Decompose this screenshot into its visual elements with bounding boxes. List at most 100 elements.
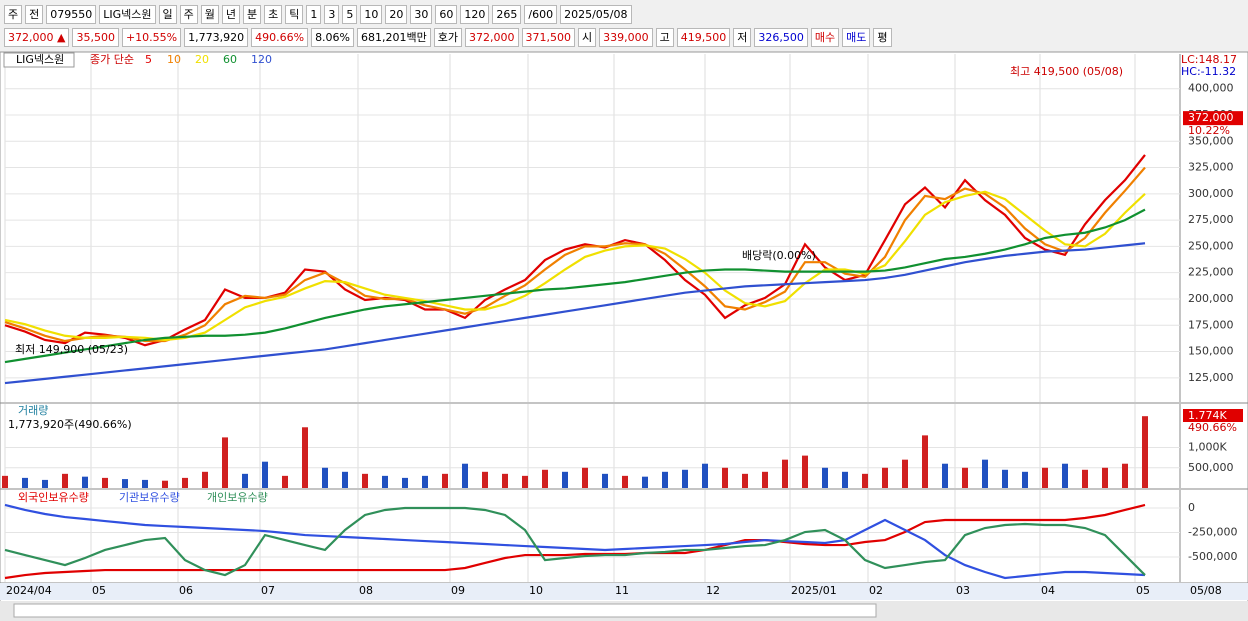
x-tick-label: 12: [706, 584, 720, 597]
toolbar-button[interactable]: 전: [25, 4, 44, 24]
scroll-track[interactable]: [13, 603, 877, 618]
quote-field: 평: [873, 27, 892, 47]
toolbar-button[interactable]: LIG넥스원: [99, 4, 156, 24]
toolbar-button[interactable]: 079550: [46, 4, 97, 24]
volume-bar: [822, 467, 828, 488]
volume-bar: [42, 479, 48, 488]
chart-subtitle: 종가 단순: [90, 53, 134, 66]
last-volume-label: 1.774K: [1188, 409, 1227, 422]
volume-bar: [582, 467, 588, 488]
volume-bar: [182, 477, 188, 488]
volume-bar: [802, 455, 808, 488]
quote-field: 1,773,920: [184, 27, 249, 47]
volume-bar: [562, 471, 568, 488]
volume-bar: [742, 473, 748, 488]
volume-bar: [1102, 467, 1108, 488]
toolbar-button[interactable]: 265: [492, 4, 522, 24]
volume-bar: [2, 475, 8, 488]
x-tick-label: 11: [615, 584, 629, 597]
toolbar: 주 전 079550 LIG넥스원 일 주 월 년 분 초 틱 1 3 5 10 20 30 60 120 265/6…: [0, 0, 1248, 50]
annotation: 배당락(0.00%): [742, 249, 816, 262]
toolbar-button[interactable]: 20: [385, 4, 408, 24]
volume-bar: [1142, 416, 1148, 488]
annotation: 최저 149,900 (05/23): [15, 343, 128, 356]
volume-bar: [22, 477, 28, 488]
volume-bar: [362, 473, 368, 488]
toolbar-button[interactable]: 60: [435, 4, 458, 24]
hc-label: HC:-11.32: [1181, 65, 1236, 78]
quote-field: 35,500: [72, 27, 119, 47]
x-tick-label: 05: [1136, 584, 1150, 597]
toolbar-button[interactable]: 초: [264, 4, 283, 24]
volume-bar: [982, 459, 988, 488]
y-tick-label: 125,000: [1188, 371, 1234, 384]
legend-entry: 5: [145, 53, 152, 66]
quote-field: 419,500: [676, 27, 731, 47]
toolbar-button[interactable]: 주: [179, 4, 198, 24]
volume-bar: [322, 467, 328, 488]
toolbar-button[interactable]: 분: [243, 4, 262, 24]
quote-field: 372,000: [465, 27, 519, 47]
volume-bar: [942, 463, 948, 488]
series-line: [4, 208, 1146, 364]
series-line: [4, 503, 1146, 580]
volume-bar: [522, 475, 528, 488]
toolbar-button[interactable]: 1: [306, 4, 322, 24]
volume-bar: [842, 471, 848, 488]
volume-bar: [882, 467, 888, 488]
chart-title: 거래량: [18, 404, 48, 417]
quote-field: 8.06%: [311, 27, 355, 47]
series-line: [4, 506, 1146, 577]
volume-bar: [1062, 463, 1068, 488]
y-tick-label: 275,000: [1188, 213, 1234, 226]
volume-bar: [342, 471, 348, 488]
toolbar-button[interactable]: 주: [4, 4, 23, 24]
volume-bar: [62, 473, 68, 488]
volume-bar: [762, 471, 768, 488]
toolbar-button[interactable]: /600: [524, 4, 558, 24]
volume-bar: [702, 463, 708, 488]
volume-bar: [1042, 467, 1048, 488]
volume-bar: [662, 471, 668, 488]
x-tick-label: 04: [1041, 584, 1055, 597]
volume-bar: [682, 469, 688, 488]
y-tick-label: 300,000: [1188, 187, 1234, 200]
legend-entry: 외국인보유수량: [18, 491, 89, 504]
volume-bar: [142, 479, 148, 488]
volume-bar: [282, 475, 288, 488]
toolbar-button[interactable]: 5: [342, 4, 358, 24]
toolbar-button[interactable]: 120: [460, 4, 490, 24]
toolbar-button[interactable]: 10: [360, 4, 383, 24]
chart-title: LIG넥스원: [16, 53, 64, 66]
legend-entry: 개인보유수량: [207, 491, 268, 504]
y-tick-label: 250,000: [1188, 239, 1234, 252]
quote-field: 시: [578, 27, 597, 47]
toolbar-button[interactable]: 2025/05/08: [560, 4, 632, 24]
y-tick-label: -250,000: [1188, 526, 1237, 539]
title-box: [3, 52, 75, 68]
toolbar-button[interactable]: 30: [410, 4, 433, 24]
y-tick-label: 500,000: [1188, 461, 1234, 474]
x-tick-label: 2025/01: [791, 584, 837, 597]
quote-field: 372,000 ▲: [4, 27, 70, 47]
last-price-box: [1183, 111, 1243, 126]
volume-bar: [1002, 469, 1008, 488]
x-tick-label: 09: [451, 584, 465, 597]
legend-entry: 기관보유수량: [119, 491, 180, 504]
toolbar-button[interactable]: 3: [324, 4, 340, 24]
volume-bar: [1082, 469, 1088, 488]
volume-bar: [442, 473, 448, 488]
annotation: 최고 419,500 (05/08): [1010, 65, 1123, 78]
y-tick-label: 225,000: [1188, 266, 1234, 279]
toolbar-button[interactable]: 년: [221, 4, 241, 24]
toolbar-button[interactable]: 틱: [285, 4, 304, 24]
y-tick-label: 325,000: [1188, 161, 1234, 174]
toolbar-button[interactable]: 일: [158, 4, 177, 24]
x-tick-label: 07: [261, 584, 275, 597]
x-end-label: 05/08: [1190, 584, 1222, 597]
last-price-label: 372,000: [1188, 111, 1234, 124]
volume-bar: [1122, 463, 1128, 488]
quote-field: 339,000: [599, 27, 653, 47]
volume-bar: [162, 480, 168, 488]
toolbar-button[interactable]: 월: [200, 4, 219, 24]
